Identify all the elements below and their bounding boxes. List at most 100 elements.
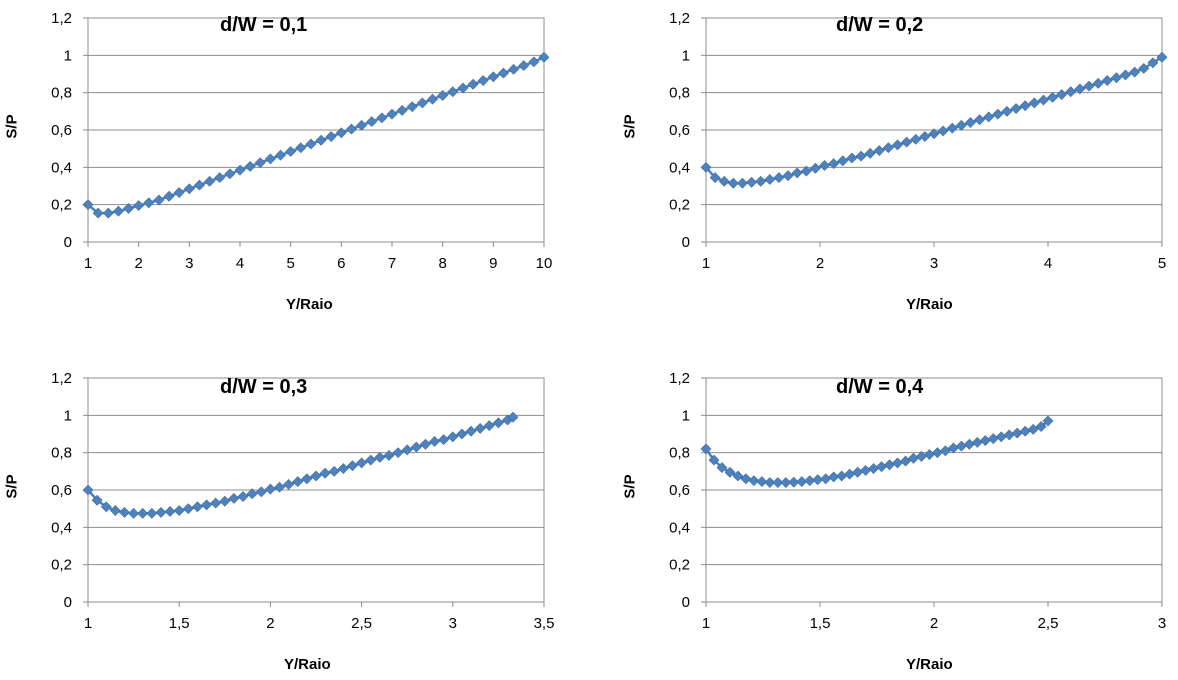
data-point [194,179,205,191]
data-point [155,506,167,518]
x-tick-label: 4 [1044,255,1052,272]
data-point [396,104,408,116]
data-point [366,116,378,128]
chart-plot-2: 0 0,2 0,4 0,6 0,8 1 1,2 1 2 3 4 5 [669,10,1168,272]
data-point [892,457,903,469]
data-point [1156,51,1168,63]
x-tick-label: 3 [1158,615,1166,632]
x-tick-label: 1 [702,255,710,272]
data-point [1035,421,1047,432]
y-axis-label: S/P [3,114,21,139]
data-point [900,455,911,467]
x-axis-label: Y/Raio [906,296,953,313]
chart-plot-4: 0 0,2 0,4 0,6 0,8 1 1,2 1 1,5 2 2,5 3 [669,370,1166,632]
data-point [325,131,337,142]
data-point [477,75,489,86]
data-point [1019,425,1031,437]
y-tick-label: 1 [64,407,72,424]
data-point [1027,423,1039,435]
data-point [1011,427,1023,439]
data-point [246,488,258,500]
data-point [700,161,712,173]
x-tick-label: 2,5 [351,615,372,632]
data-point [112,205,124,217]
x-tick-label: 4 [236,255,244,272]
x-tick-label: 6 [337,255,345,272]
x-tick-label: 8 [438,255,446,272]
data-point [772,477,784,488]
data-point [275,149,286,161]
data-point [133,200,145,212]
data-point [931,447,943,459]
data-point [748,475,760,487]
data-point [356,119,368,131]
data-point [1083,80,1095,92]
data-point [992,108,1004,120]
data-point [819,160,830,171]
data-point [1110,72,1122,84]
data-point [788,476,800,488]
data-point [1092,77,1104,89]
x-axis-label: Y/Raio [284,656,331,673]
data-point [305,138,317,150]
data-point [224,168,236,180]
data-point [274,481,285,493]
data-point [335,127,347,139]
data-point [727,177,739,189]
data-point [836,470,848,482]
data-point [507,411,519,423]
data-point [474,422,486,434]
chart-title: d/W = 0,1 [220,14,308,36]
data-point [955,440,967,452]
x-tick-label: 2 [930,615,938,632]
data-point [528,56,540,68]
data-point [315,134,327,146]
x-tick-label: 1 [84,255,92,272]
data-point [800,165,812,177]
x-tick-label: 1,5 [169,615,190,632]
data-point [456,428,468,440]
data-point [438,434,450,446]
data-point [173,187,185,198]
data-point [386,108,398,120]
data-point [756,476,768,488]
x-axis-label: Y/Raio [906,656,953,673]
series-line [705,56,1163,185]
data-point [210,497,222,509]
data-point [100,501,112,513]
data-point [392,447,404,459]
data-point [716,462,728,474]
data-point [971,436,983,448]
data-point [109,505,121,516]
y-tick-label: 0,6 [51,482,72,499]
y-tick-label: 0,8 [51,445,72,462]
data-point [182,503,194,515]
data-point [214,172,226,184]
data-point [1056,89,1068,100]
data-point [732,470,744,482]
data-point [310,470,322,482]
data-point [928,128,940,140]
data-point [1028,97,1040,109]
data-point [337,463,349,474]
data-point [987,433,999,445]
x-tick-label: 3 [185,255,193,272]
data-point [128,507,140,519]
x-tick-label: 5 [1158,255,1166,272]
data-point [374,451,386,463]
data-point [963,438,975,450]
data-point [264,483,276,495]
data-point [146,507,158,519]
chart-plot-1: 0 0,2 0,4 0,6 0,8 1 1,2 1 2 3 4 5 6 7 8 9 10 [51,10,552,272]
data-point [965,117,976,128]
data-point [1010,103,1022,114]
data-point [219,495,231,507]
data-point [254,157,266,169]
data-point [92,207,104,219]
data-point [852,466,864,478]
y-tick-label: 0,6 [51,122,72,139]
data-point [937,125,949,137]
data-point [740,473,752,485]
data-point [782,170,794,182]
data-point [457,82,469,94]
